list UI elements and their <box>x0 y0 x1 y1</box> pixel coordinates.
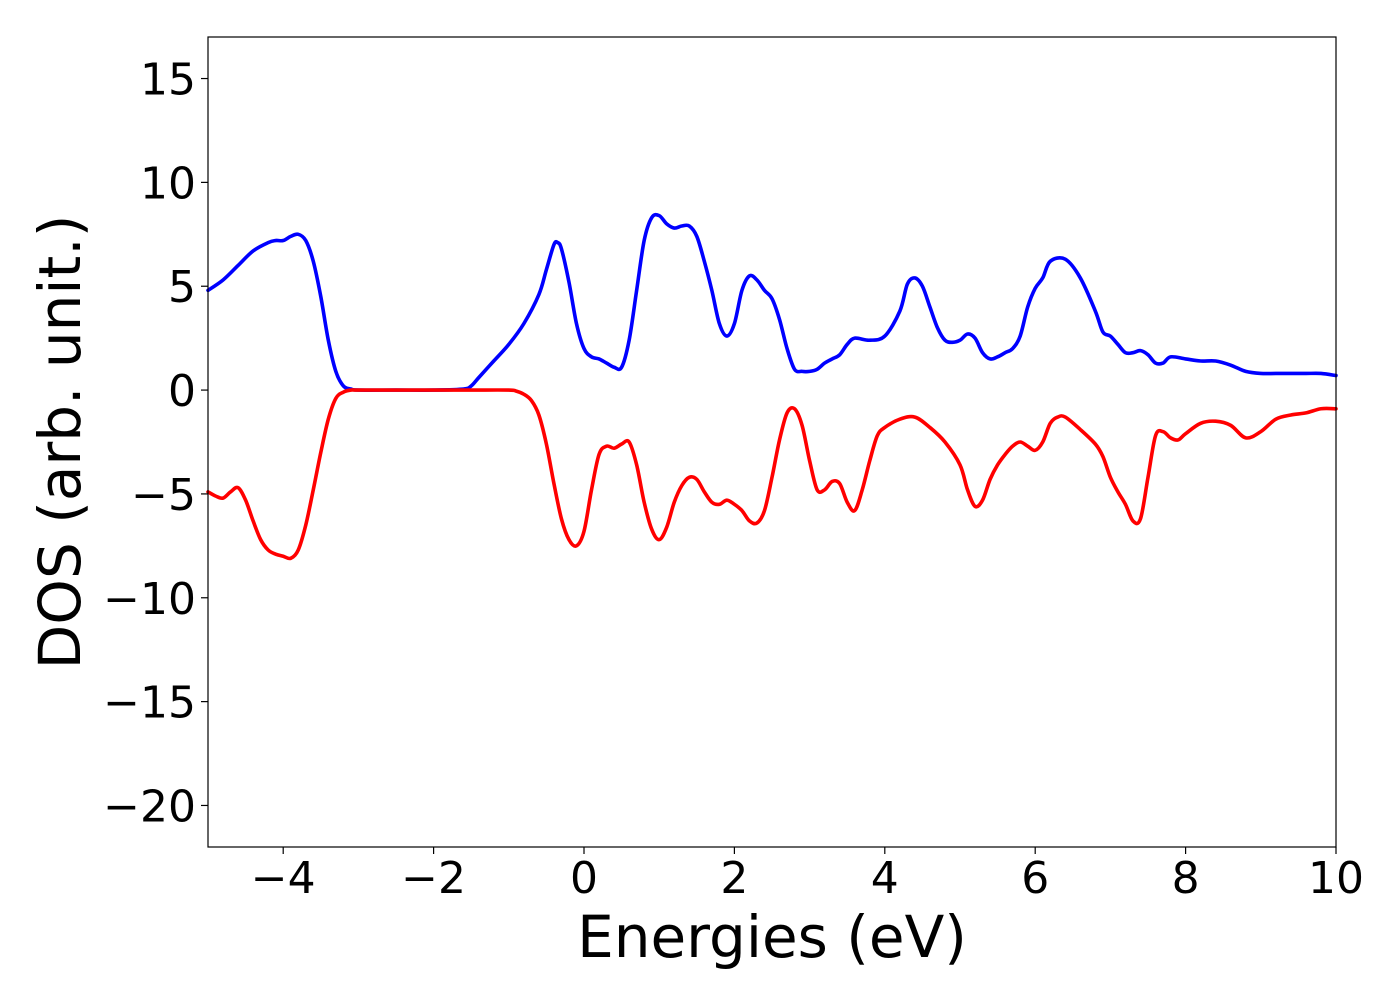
series-layer <box>206 212 1338 561</box>
y-tick-label: 0 <box>168 366 196 417</box>
y-tick-label: −15 <box>103 678 196 729</box>
y-tick-label: 5 <box>168 262 196 313</box>
x-tick-label: 0 <box>570 853 598 904</box>
x-tick-label: 6 <box>1021 853 1049 904</box>
y-tick-label: −10 <box>103 574 196 625</box>
plot-frame <box>207 36 1337 848</box>
y-tick-label: −20 <box>103 781 196 832</box>
x-tick-label: −4 <box>251 853 316 904</box>
x-tick-label: 4 <box>871 853 899 904</box>
dos-curve-blue <box>206 212 1338 392</box>
dos-curve-red <box>206 388 1338 561</box>
x-tick-label: 8 <box>1172 853 1200 904</box>
y-tick-label: −5 <box>131 470 196 521</box>
x-tick-label: 10 <box>1308 853 1364 904</box>
y-tick-label: 15 <box>140 55 196 106</box>
x-tick-label: −2 <box>401 853 466 904</box>
y-tick-label: 10 <box>140 158 196 209</box>
x-axis-label: Energies (eV) <box>577 903 967 971</box>
y-axis-label: DOS (arb. unit.) <box>26 215 94 670</box>
x-tick-label: 2 <box>720 853 748 904</box>
